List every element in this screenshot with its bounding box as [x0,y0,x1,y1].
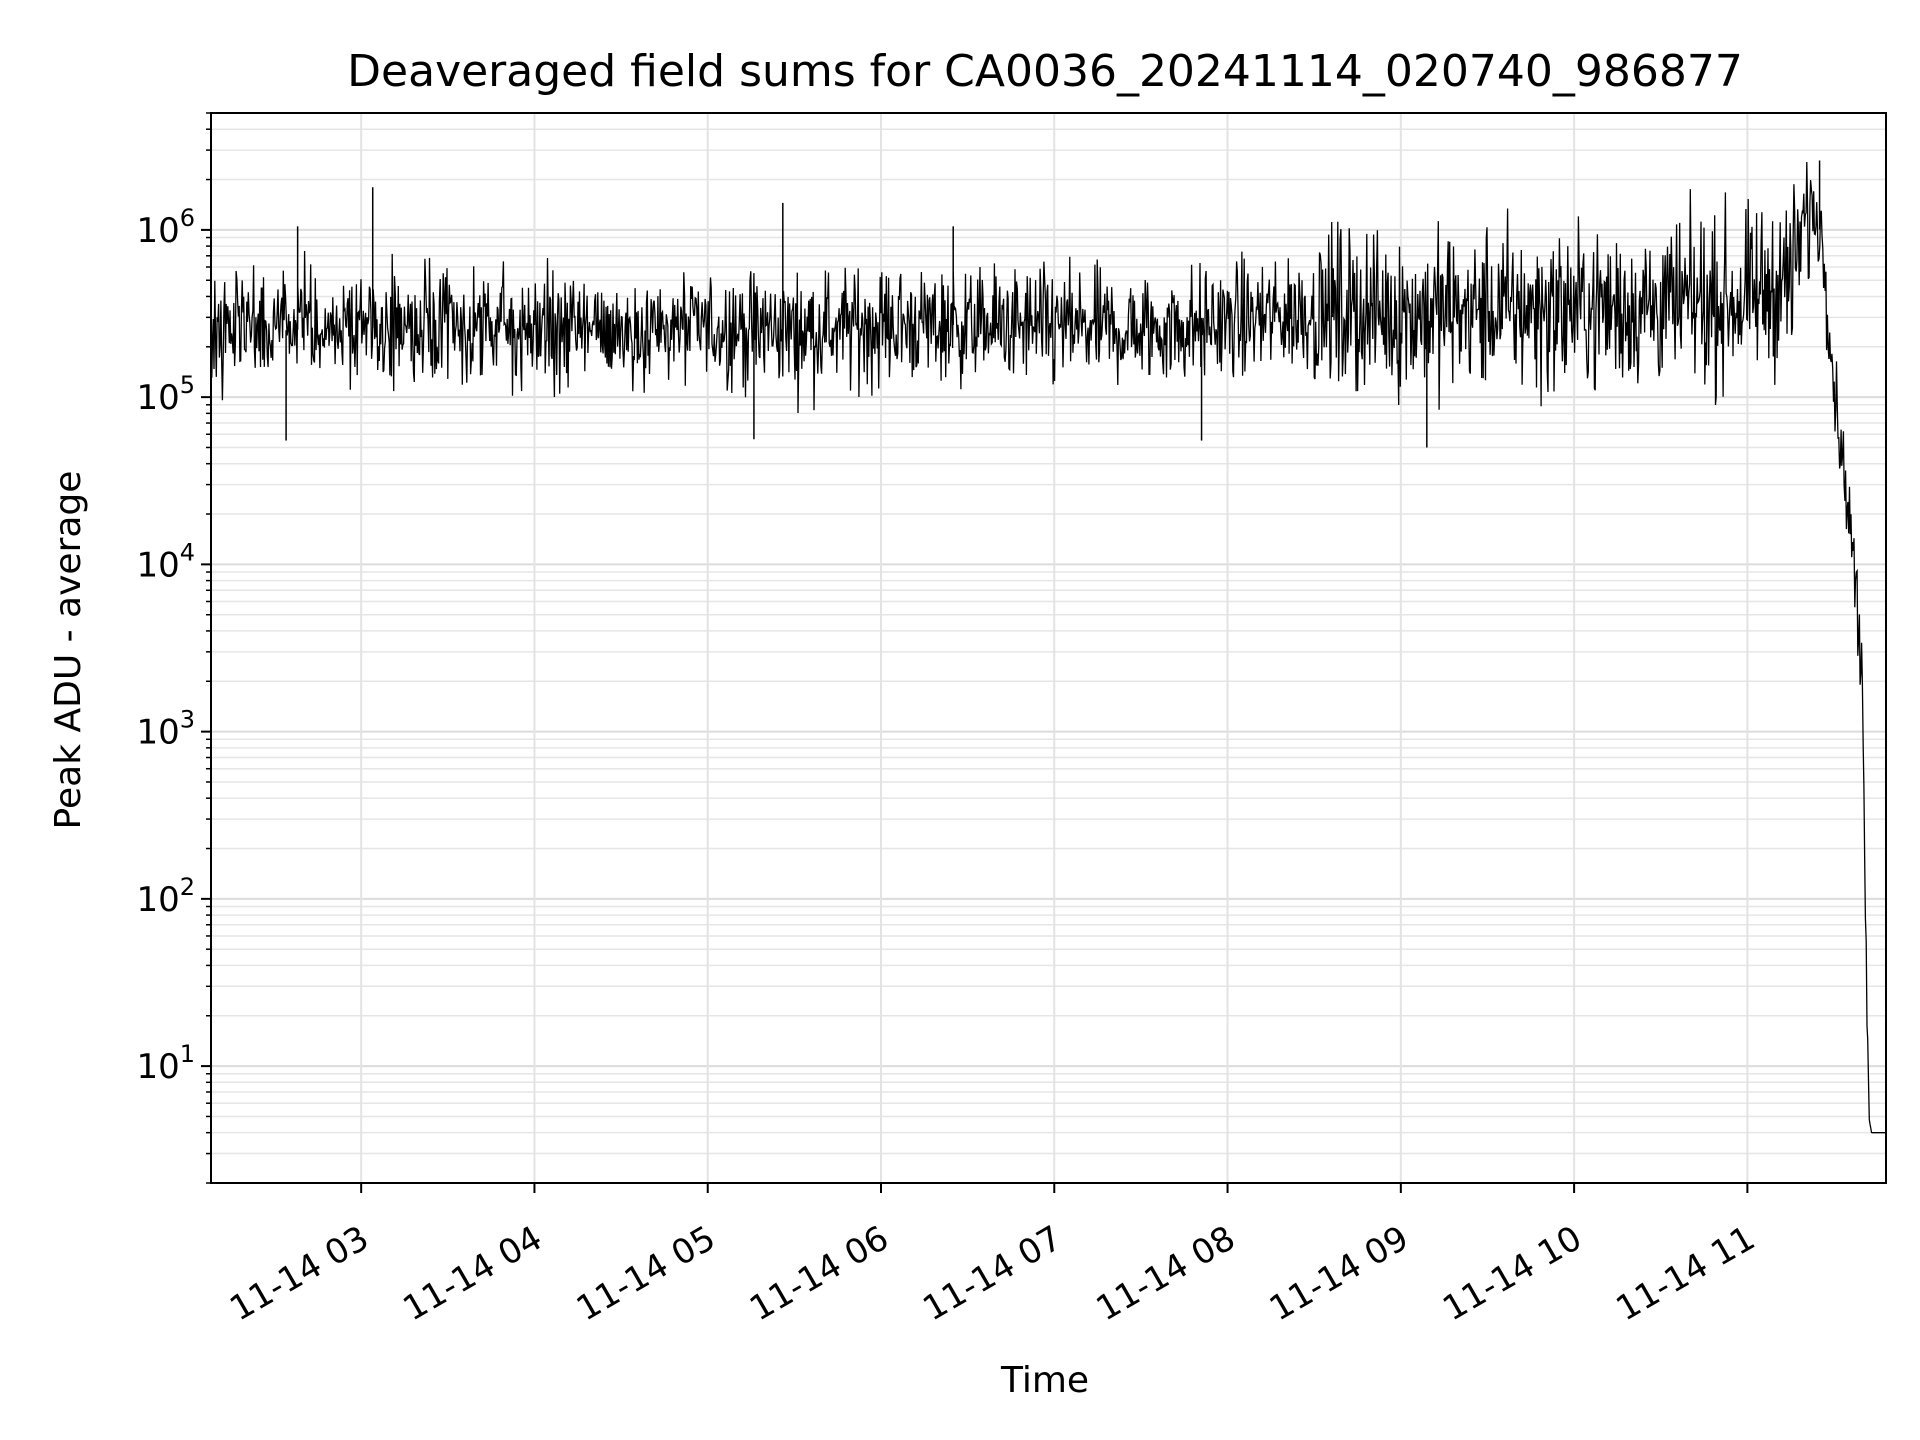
axis-ticks [201,112,1749,1193]
series-layer [210,160,1886,1134]
y-tick-label: 104 [136,538,195,585]
y-axis-label: Peak ADU - average [48,471,89,830]
chart-title: Deaveraged field sums for CA0036_2024111… [347,46,1743,97]
series-line [210,161,1886,1134]
y-tick-label: 101 [136,1040,195,1087]
minor-gridlines [211,112,1886,1184]
plot-area-frame [210,112,1887,1184]
y-tick-label: 103 [136,706,195,753]
y-tick-label: 102 [136,873,195,920]
y-tick-label: 106 [136,204,195,251]
y-tick-label: 105 [136,371,195,418]
y-tick-labels: 101 102 103 104 105 106 [136,204,195,1087]
x-axis-label: Time [1000,1360,1089,1401]
